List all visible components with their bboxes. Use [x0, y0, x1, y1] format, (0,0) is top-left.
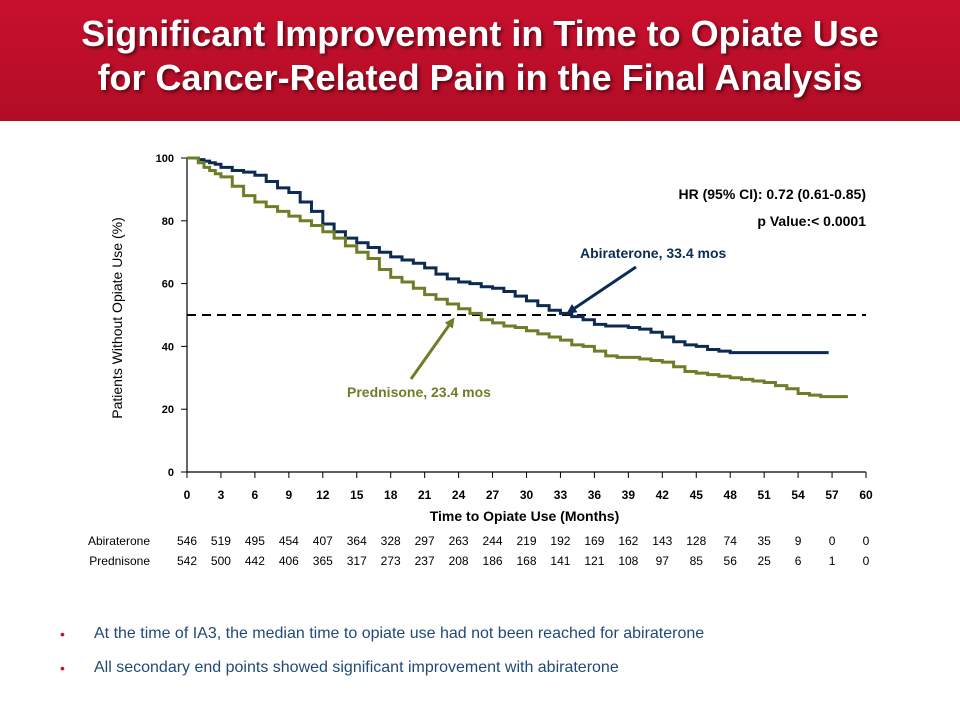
at-risk-count: 500: [211, 554, 231, 568]
at-risk-count: 407: [313, 534, 333, 548]
x-tick-label: 45: [690, 488, 704, 502]
km-curve-abiraterone: [187, 156, 829, 355]
at-risk-count: 74: [724, 534, 738, 548]
y-tick-label: 60: [162, 279, 174, 291]
at-risk-row-label: Prednisone: [89, 554, 150, 568]
bullet-list: • At the time of IA3, the median time to…: [60, 624, 940, 692]
at-risk-count: 108: [618, 554, 638, 568]
at-risk-count: 365: [313, 554, 333, 568]
at-risk-count: 0: [829, 534, 836, 548]
x-tick-label: 27: [486, 488, 500, 502]
x-tick-label: 21: [418, 488, 432, 502]
at-risk-count: 128: [686, 534, 706, 548]
hazard-ratio-text: HR (95% CI): 0.72 (0.61-0.85): [678, 186, 866, 202]
slide-title-line-1: Significant Improvement in Time to Opiat…: [81, 13, 879, 54]
bullet-text: All secondary end points showed signific…: [94, 659, 619, 676]
x-axis-title: Time to Opiate Use (Months): [430, 508, 620, 524]
at-risk-count: 169: [584, 534, 604, 548]
at-risk-count: 168: [516, 554, 536, 568]
at-risk-count: 192: [550, 534, 570, 548]
y-tick-label: 80: [162, 216, 174, 228]
x-tick-label: 30: [520, 488, 534, 502]
at-risk-count: 208: [449, 554, 469, 568]
y-tick-label: 100: [156, 153, 174, 165]
at-risk-count: 219: [516, 534, 536, 548]
at-risk-count: 0: [863, 554, 870, 568]
x-tick-label: 15: [350, 488, 364, 502]
at-risk-count: 542: [177, 554, 197, 568]
bullet-marker: •: [60, 626, 65, 642]
abiraterone-arrow: [566, 265, 637, 314]
at-risk-count: 263: [449, 534, 469, 548]
at-risk-count: 406: [279, 554, 299, 568]
at-risk-count: 317: [347, 554, 367, 568]
x-tick-label: 24: [452, 488, 466, 502]
at-risk-count: 141: [550, 554, 570, 568]
at-risk-count: 328: [381, 534, 401, 548]
y-tick-label: 40: [162, 341, 174, 353]
bullet-item: • All secondary end points showed signif…: [60, 658, 940, 692]
at-risk-count: 186: [483, 554, 503, 568]
abiraterone-label: Abiraterone, 33.4 mos: [580, 245, 726, 261]
x-tick-label: 18: [384, 488, 398, 502]
at-risk-count: 495: [245, 534, 265, 548]
bullet-marker: •: [60, 660, 65, 676]
at-risk-count: 364: [347, 534, 367, 548]
y-tick-label: 0: [168, 467, 174, 479]
y-tick-label: 20: [162, 404, 174, 416]
prednisone-arrow: [409, 317, 455, 380]
at-risk-count: 35: [757, 534, 771, 548]
at-risk-row-label: Abiraterone: [88, 534, 150, 548]
at-risk-count: 97: [656, 554, 670, 568]
x-tick-label: 42: [656, 488, 670, 502]
at-risk-count: 546: [177, 534, 197, 548]
x-tick-label: 57: [825, 488, 839, 502]
at-risk-count: 519: [211, 534, 231, 548]
x-tick-label: 39: [622, 488, 636, 502]
at-risk-count: 442: [245, 554, 265, 568]
at-risk-count: 121: [584, 554, 604, 568]
x-tick-label: 33: [554, 488, 568, 502]
x-tick-label: 9: [286, 488, 293, 502]
x-tick-label: 3: [218, 488, 225, 502]
bullet-text: At the time of IA3, the median time to o…: [94, 625, 705, 642]
at-risk-count: 273: [381, 554, 401, 568]
at-risk-count: 85: [690, 554, 704, 568]
prednisone-label: Prednisone, 23.4 mos: [347, 384, 491, 400]
at-risk-count: 162: [618, 534, 638, 548]
x-tick-label: 48: [724, 488, 738, 502]
x-tick-label: 51: [757, 488, 771, 502]
title-banner: Significant Improvement in Time to Opiat…: [0, 0, 960, 121]
x-tick-label: 12: [316, 488, 330, 502]
x-tick-label: 0: [184, 488, 191, 502]
x-tick-label: 54: [791, 488, 805, 502]
at-risk-count: 0: [863, 534, 870, 548]
bullet-item: • At the time of IA3, the median time to…: [60, 624, 940, 658]
at-risk-count: 6: [795, 554, 802, 568]
km-curve-prednisone: [187, 156, 848, 399]
p-value-text: p Value:< 0.0001: [757, 213, 866, 229]
at-risk-count: 9: [795, 534, 802, 548]
at-risk-count: 454: [279, 534, 299, 548]
at-risk-count: 25: [757, 554, 771, 568]
at-risk-count: 56: [724, 554, 738, 568]
y-axis-title: Patients Without Opiate Use (%): [109, 217, 125, 419]
at-risk-count: 297: [415, 534, 435, 548]
at-risk-count: 143: [652, 534, 672, 548]
at-risk-count: 244: [483, 534, 503, 548]
slide-title-line-2: for Cancer-Related Pain in the Final Ana…: [97, 57, 863, 98]
at-risk-count: 237: [415, 554, 435, 568]
x-tick-label: 60: [859, 488, 873, 502]
x-tick-label: 6: [252, 488, 259, 502]
at-risk-count: 1: [829, 554, 836, 568]
x-tick-label: 36: [588, 488, 602, 502]
